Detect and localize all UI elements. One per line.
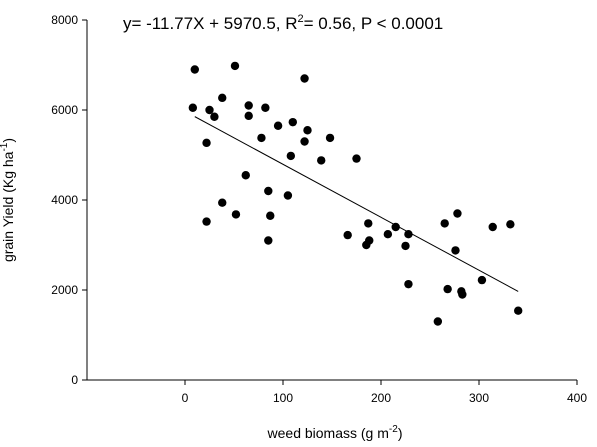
data-point [365,236,374,245]
data-point [244,111,253,121]
data-point [303,126,312,135]
data-point [244,101,253,110]
regression-line-group [194,116,519,292]
x-axis-label-end: ) [398,425,403,441]
data-point [451,246,460,255]
data-point [352,154,361,163]
regression-line [194,116,519,292]
data-point [230,61,240,71]
y-tick-label: 6000 [51,103,78,117]
equation-main: y= -11.77X + 5970.5, R [123,14,298,33]
regression-equation: y= -11.77X + 5970.5, R2= 0.56, P < 0.000… [123,13,443,33]
y-axis-label-main: grain Yield (Kg ha [0,151,16,262]
y-axis-label-end: ) [0,138,16,143]
x-axis-label-main: weed biomass (g m [267,425,389,441]
data-point [283,191,293,200]
data-point [440,219,449,228]
data-point [343,230,352,240]
x-tick-label: 100 [273,391,293,405]
axes [86,20,577,381]
y-axis-label-sup: -1 [0,142,10,151]
data-point [210,112,219,121]
data-point [300,137,309,146]
x-axis-label: weed biomass (g m-2) [267,424,403,441]
data-point [202,217,211,226]
data-point [514,306,523,315]
y-tick-label: 4000 [51,193,78,207]
data-point [391,222,400,232]
data-point [218,198,227,207]
data-point [458,290,467,299]
data-point [241,171,250,180]
data-point [202,138,211,148]
data-point [288,117,297,127]
data-point [257,133,266,143]
data-point [264,186,273,196]
equation-rest: = 0.56, P < 0.0001 [304,14,444,33]
data-point [264,236,273,245]
data-points [188,61,523,326]
data-point [364,219,373,228]
data-point [404,279,413,289]
data-point [205,105,214,115]
data-point [433,317,443,326]
ticks: 0 2000 4000 6000 8000 0 100 200 300 400 [51,13,587,405]
y-tick-label: 0 [71,373,78,387]
data-point [488,222,497,232]
x-tick-label: 200 [371,391,391,405]
data-point [188,103,198,112]
data-point [477,275,487,285]
data-point [404,230,413,239]
data-point [218,93,227,103]
x-tick-label: 0 [182,391,189,405]
x-tick-label: 400 [567,391,587,405]
data-point [383,230,393,239]
data-point [190,65,199,74]
data-point [231,210,241,219]
y-tick-label: 2000 [51,283,78,297]
data-point [453,209,462,218]
data-point [286,151,296,161]
data-point [506,220,515,229]
data-point [266,211,275,220]
x-axis-label-sup: -2 [389,424,398,435]
data-point [401,241,410,251]
y-tick-label: 8000 [51,13,78,27]
data-point [273,121,283,130]
data-point [325,133,335,143]
equation-sup: 2 [298,13,304,25]
data-point [443,284,452,294]
x-tick-label: 300 [469,391,489,405]
y-axis-label: grain Yield (Kg ha-1) [0,138,16,262]
data-point [261,103,270,112]
data-point [317,156,326,165]
data-point [300,74,309,83]
